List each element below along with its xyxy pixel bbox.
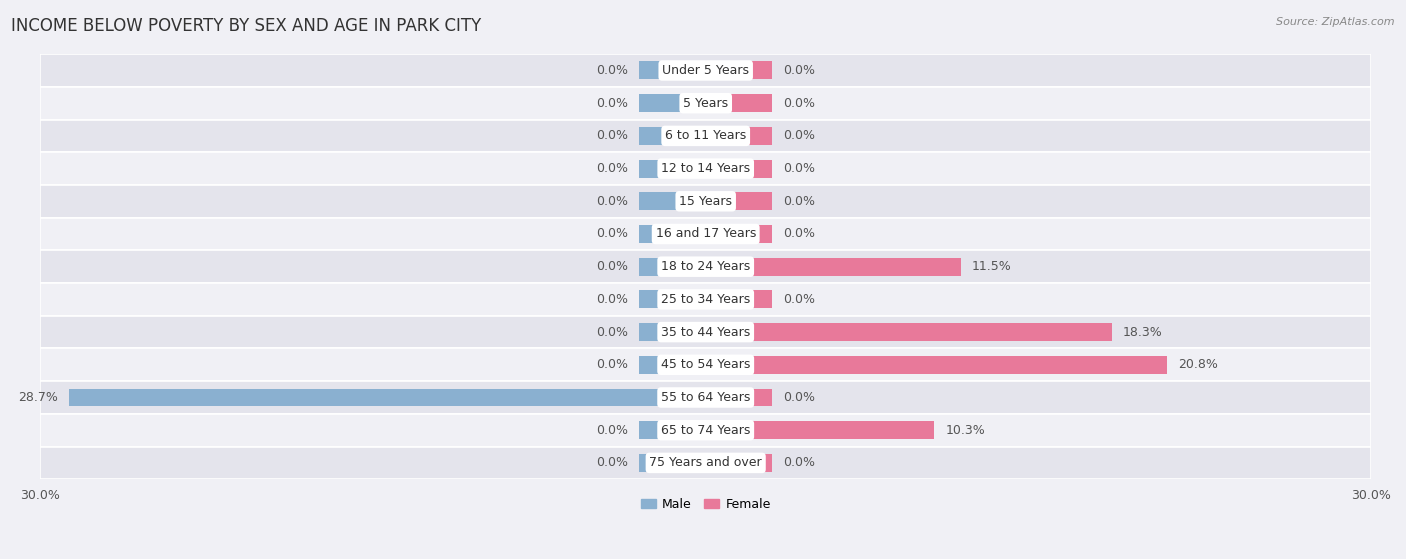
Bar bbox=[640, 323, 706, 341]
Bar bbox=[640, 225, 706, 243]
Bar bbox=[706, 61, 772, 79]
Text: 0.0%: 0.0% bbox=[596, 456, 628, 470]
Text: 0.0%: 0.0% bbox=[596, 129, 628, 143]
Bar bbox=[640, 192, 706, 210]
Text: 0.0%: 0.0% bbox=[596, 260, 628, 273]
Text: 0.0%: 0.0% bbox=[783, 97, 815, 110]
Text: 0.0%: 0.0% bbox=[596, 358, 628, 371]
Text: 0.0%: 0.0% bbox=[596, 293, 628, 306]
Bar bbox=[640, 454, 706, 472]
Text: Source: ZipAtlas.com: Source: ZipAtlas.com bbox=[1277, 17, 1395, 27]
Text: 35 to 44 Years: 35 to 44 Years bbox=[661, 325, 751, 339]
Text: 0.0%: 0.0% bbox=[596, 64, 628, 77]
Bar bbox=[41, 414, 1371, 447]
Text: 11.5%: 11.5% bbox=[972, 260, 1011, 273]
Text: 6 to 11 Years: 6 to 11 Years bbox=[665, 129, 747, 143]
Bar bbox=[41, 217, 1371, 250]
Bar bbox=[706, 291, 772, 309]
Text: 5 Years: 5 Years bbox=[683, 97, 728, 110]
Bar bbox=[640, 291, 706, 309]
Text: 0.0%: 0.0% bbox=[596, 424, 628, 437]
Text: 45 to 54 Years: 45 to 54 Years bbox=[661, 358, 751, 371]
Text: 15 Years: 15 Years bbox=[679, 195, 733, 208]
Text: 0.0%: 0.0% bbox=[596, 162, 628, 175]
Bar bbox=[706, 258, 960, 276]
Bar bbox=[706, 421, 934, 439]
Text: 0.0%: 0.0% bbox=[596, 97, 628, 110]
Bar bbox=[640, 421, 706, 439]
Text: 0.0%: 0.0% bbox=[783, 64, 815, 77]
Bar bbox=[41, 152, 1371, 185]
Bar bbox=[640, 356, 706, 374]
Bar bbox=[706, 356, 1167, 374]
Bar bbox=[706, 192, 772, 210]
Text: 0.0%: 0.0% bbox=[596, 195, 628, 208]
Text: 20.8%: 20.8% bbox=[1178, 358, 1218, 371]
Bar bbox=[706, 127, 772, 145]
Bar bbox=[640, 94, 706, 112]
Bar bbox=[640, 61, 706, 79]
Text: 55 to 64 Years: 55 to 64 Years bbox=[661, 391, 751, 404]
Bar bbox=[41, 348, 1371, 381]
Text: 18.3%: 18.3% bbox=[1122, 325, 1163, 339]
Text: 0.0%: 0.0% bbox=[783, 391, 815, 404]
Bar bbox=[41, 447, 1371, 479]
Bar bbox=[41, 185, 1371, 217]
Bar bbox=[41, 316, 1371, 348]
Bar bbox=[706, 225, 772, 243]
Bar bbox=[706, 159, 772, 178]
Bar bbox=[706, 94, 772, 112]
Text: 75 Years and over: 75 Years and over bbox=[650, 456, 762, 470]
Text: 10.3%: 10.3% bbox=[945, 424, 986, 437]
Text: 0.0%: 0.0% bbox=[783, 228, 815, 240]
Text: 0.0%: 0.0% bbox=[783, 293, 815, 306]
Text: 0.0%: 0.0% bbox=[783, 456, 815, 470]
Bar bbox=[41, 87, 1371, 120]
Text: 65 to 74 Years: 65 to 74 Years bbox=[661, 424, 751, 437]
Bar bbox=[640, 127, 706, 145]
Legend: Male, Female: Male, Female bbox=[636, 492, 776, 515]
Text: 16 and 17 Years: 16 and 17 Years bbox=[655, 228, 756, 240]
Text: Under 5 Years: Under 5 Years bbox=[662, 64, 749, 77]
Bar bbox=[41, 120, 1371, 152]
Text: INCOME BELOW POVERTY BY SEX AND AGE IN PARK CITY: INCOME BELOW POVERTY BY SEX AND AGE IN P… bbox=[11, 17, 481, 35]
Bar bbox=[640, 258, 706, 276]
Text: 0.0%: 0.0% bbox=[596, 228, 628, 240]
Text: 28.7%: 28.7% bbox=[18, 391, 58, 404]
Text: 0.0%: 0.0% bbox=[783, 162, 815, 175]
Text: 25 to 34 Years: 25 to 34 Years bbox=[661, 293, 751, 306]
Bar bbox=[41, 54, 1371, 87]
Bar bbox=[69, 389, 706, 406]
Bar bbox=[41, 250, 1371, 283]
Bar bbox=[706, 323, 1112, 341]
Bar bbox=[706, 454, 772, 472]
Bar bbox=[706, 389, 772, 406]
Text: 18 to 24 Years: 18 to 24 Years bbox=[661, 260, 751, 273]
Text: 0.0%: 0.0% bbox=[596, 325, 628, 339]
Bar bbox=[640, 159, 706, 178]
Bar bbox=[41, 283, 1371, 316]
Text: 0.0%: 0.0% bbox=[783, 129, 815, 143]
Bar bbox=[41, 381, 1371, 414]
Text: 12 to 14 Years: 12 to 14 Years bbox=[661, 162, 751, 175]
Text: 0.0%: 0.0% bbox=[783, 195, 815, 208]
